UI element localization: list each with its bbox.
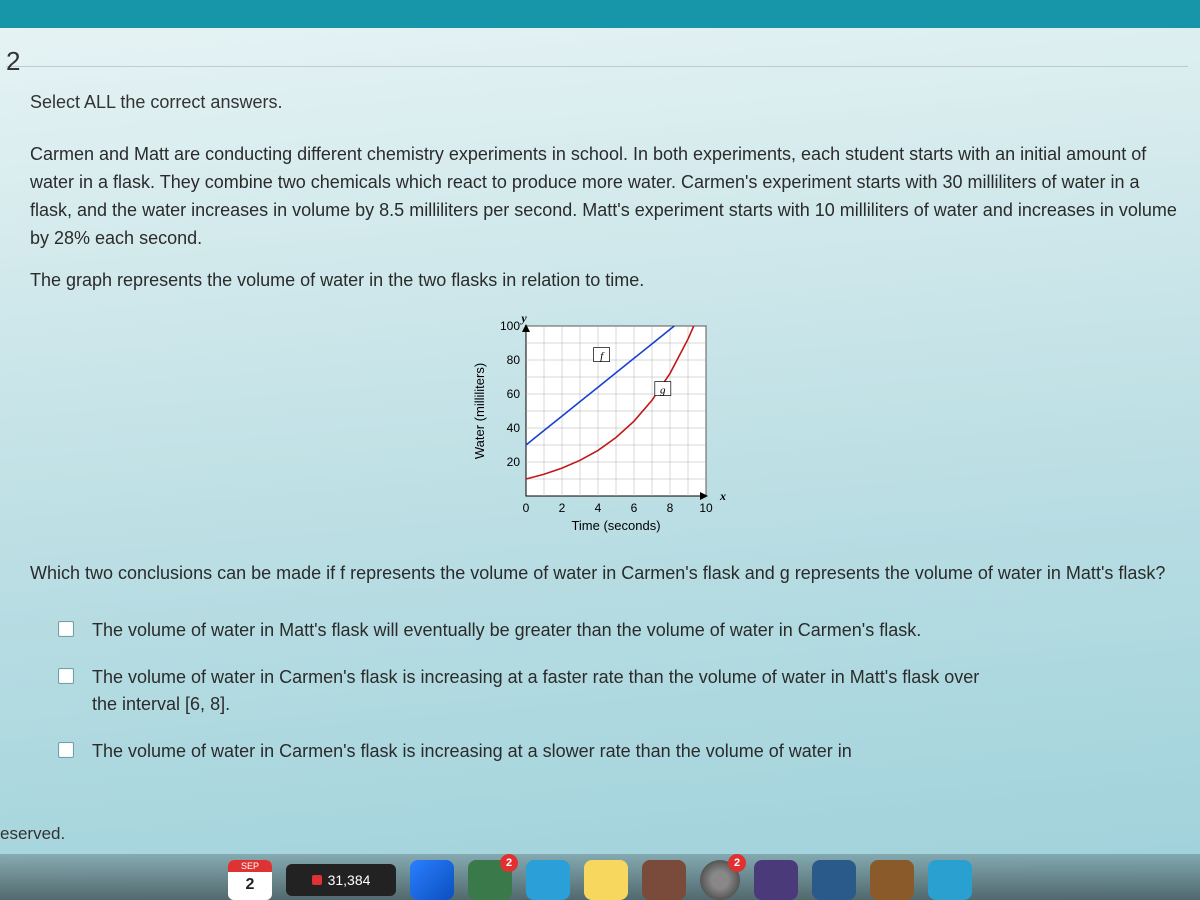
svg-text:6: 6 xyxy=(631,501,638,515)
svg-text:Time (seconds): Time (seconds) xyxy=(571,518,660,533)
dock-app-icon[interactable] xyxy=(928,860,972,900)
graph-intro-text: The graph represents the volume of water… xyxy=(30,267,1182,295)
svg-text:40: 40 xyxy=(507,421,521,435)
dock-app-icon[interactable] xyxy=(870,860,914,900)
calendar-day: 2 xyxy=(246,872,255,898)
svg-text:80: 80 xyxy=(507,353,521,367)
option-text[interactable]: The volume of water in Carmen's flask is… xyxy=(92,738,852,765)
question-number: 2 xyxy=(0,46,26,77)
svg-text:20: 20 xyxy=(507,455,521,469)
dock-app-icon[interactable]: 2 xyxy=(468,860,512,900)
option-row: The volume of water in Carmen's flask is… xyxy=(58,738,1182,765)
svg-text:10: 10 xyxy=(699,501,713,515)
settings-icon[interactable]: 2 xyxy=(700,860,740,900)
finder-icon[interactable] xyxy=(526,860,570,900)
svg-text:60: 60 xyxy=(507,387,521,401)
window-top-bar xyxy=(0,0,1200,28)
record-time: 31,384 xyxy=(328,872,371,888)
dock-app-icon[interactable] xyxy=(642,860,686,900)
notes-icon[interactable] xyxy=(584,860,628,900)
svg-text:100: 100 xyxy=(500,319,520,333)
svg-text:8: 8 xyxy=(667,501,674,515)
answer-options: The volume of water in Matt's flask will… xyxy=(58,617,1182,765)
passage-text: Carmen and Matt are conducting different… xyxy=(30,141,1182,253)
safari-icon[interactable] xyxy=(410,860,454,900)
svg-text:0: 0 xyxy=(523,501,530,515)
question-content: Select ALL the correct answers. Carmen a… xyxy=(30,92,1182,785)
calendar-icon[interactable]: SEP 2 xyxy=(228,860,272,900)
dock-app-icon[interactable] xyxy=(812,860,856,900)
screen-record-indicator[interactable]: 31,384 xyxy=(286,864,396,896)
option-row: The volume of water in Matt's flask will… xyxy=(58,617,1182,644)
dock-app-icon[interactable] xyxy=(754,860,798,900)
svg-text:g: g xyxy=(660,385,666,397)
svg-text:Water (milliliters): Water (milliliters) xyxy=(472,363,487,459)
macos-dock: SEP 2 31,384 2 2 xyxy=(0,854,1200,900)
followup-question: Which two conclusions can be made if f r… xyxy=(30,560,1182,587)
checkbox[interactable] xyxy=(58,668,74,684)
divider xyxy=(6,66,1188,67)
notification-badge: 2 xyxy=(500,854,518,872)
svg-text:y: y xyxy=(519,311,527,325)
graph-container: fg024681020406080100Time (seconds)Water … xyxy=(30,308,1182,538)
checkbox[interactable] xyxy=(58,742,74,758)
footer-reserved: eserved. xyxy=(0,824,65,844)
svg-text:4: 4 xyxy=(595,501,602,515)
calendar-month: SEP xyxy=(228,860,272,872)
option-text[interactable]: The volume of water in Carmen's flask is… xyxy=(92,664,992,718)
svg-text:2: 2 xyxy=(559,501,566,515)
checkbox[interactable] xyxy=(58,621,74,637)
option-row: The volume of water in Carmen's flask is… xyxy=(58,664,1182,718)
option-text[interactable]: The volume of water in Matt's flask will… xyxy=(92,617,921,644)
instruction-text: Select ALL the correct answers. xyxy=(30,92,1182,113)
notification-badge: 2 xyxy=(728,854,746,872)
volume-time-chart: fg024681020406080100Time (seconds)Water … xyxy=(466,308,746,538)
svg-text:x: x xyxy=(719,489,726,503)
record-icon xyxy=(312,875,322,885)
